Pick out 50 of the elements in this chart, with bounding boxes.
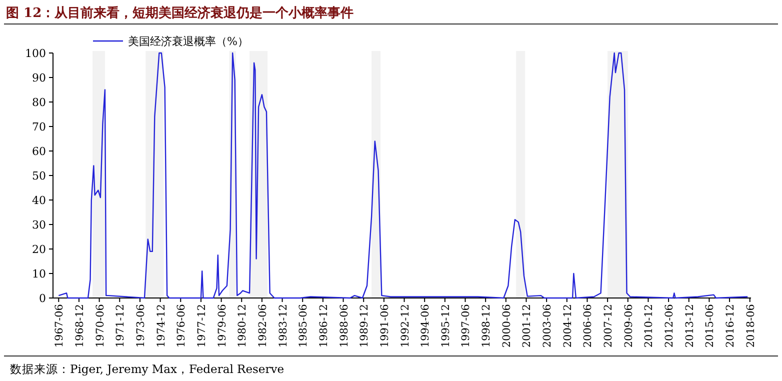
x-tick-label: 2007-12: [602, 304, 615, 348]
x-tick-label: 1998-12: [480, 304, 493, 348]
x-tick-label: 2003-06: [542, 304, 554, 348]
y-tick-label: 60: [32, 145, 46, 158]
y-tick-label: 80: [32, 96, 46, 109]
x-tick-label: 1979-06: [216, 304, 228, 348]
x-tick-label: 2009-06: [622, 304, 635, 348]
y-tick-label: 50: [32, 170, 46, 182]
x-tick-label: 1970-06: [94, 304, 106, 348]
x-tick-label: 2006-06: [582, 304, 594, 348]
y-tick-label: 40: [32, 194, 46, 207]
x-tick-label: 2010-12: [643, 304, 656, 348]
legend-label: 美国经济衰退概率（%）: [128, 35, 248, 48]
x-tick-label: 2016-12: [724, 304, 737, 348]
x-tick-label: 2004-12: [562, 304, 574, 348]
source-note: 数据来源：Piger, Jeremy Max，Federal Reserve: [10, 362, 284, 376]
x-tick-label: 2018-06: [744, 304, 757, 348]
x-tick-label: 2001-12: [521, 304, 534, 348]
x-tick-label: 1994-06: [420, 304, 432, 348]
x-tick-label: 1986-12: [318, 304, 330, 348]
x-tick-label: 1982-06: [256, 304, 269, 348]
x-tick-label: 1997-06: [460, 304, 472, 348]
y-tick-label: 20: [32, 243, 46, 256]
x-tick-label: 1973-06: [134, 304, 147, 348]
y-tick-label: 30: [32, 218, 46, 232]
x-tick-label: 2000-06: [500, 304, 513, 348]
x-tick-label: 1992-12: [399, 304, 412, 348]
y-tick-label: 90: [32, 72, 46, 84]
y-tick-label: 100: [25, 47, 46, 60]
x-tick-label: 1971-12: [114, 304, 127, 348]
x-tick-label: 2015-06: [704, 304, 716, 348]
x-tick-label: 1968-12: [74, 304, 86, 348]
x-tick-label: 1983-12: [277, 304, 290, 348]
x-tick-label: 1985-06: [298, 304, 310, 348]
x-tick-label: 1974-12: [155, 304, 168, 348]
x-tick-label: 1967-06: [54, 304, 66, 348]
x-tick-label: 1989-12: [358, 304, 371, 348]
line-series: [58, 52, 748, 299]
x-tick-label: 1980-12: [236, 304, 249, 348]
x-tick-label: 2013-12: [684, 304, 696, 348]
x-tick-label: 1977-12: [196, 304, 208, 348]
y-tick-label: 0: [39, 292, 46, 305]
x-tick-label: 1988-06: [338, 304, 350, 348]
y-tick-label: 70: [32, 120, 46, 134]
chart-title: 图 12：从目前来看，短期美国经济衰退仍是一个小概率事件: [6, 5, 354, 21]
y-tick-label: 10: [32, 268, 46, 280]
x-tick-label: 2012-06: [664, 304, 676, 348]
x-tick-label: 1976-06: [176, 304, 188, 348]
x-tick-label: 1995-12: [440, 304, 452, 348]
x-tick-label: 1991-06: [378, 304, 391, 348]
